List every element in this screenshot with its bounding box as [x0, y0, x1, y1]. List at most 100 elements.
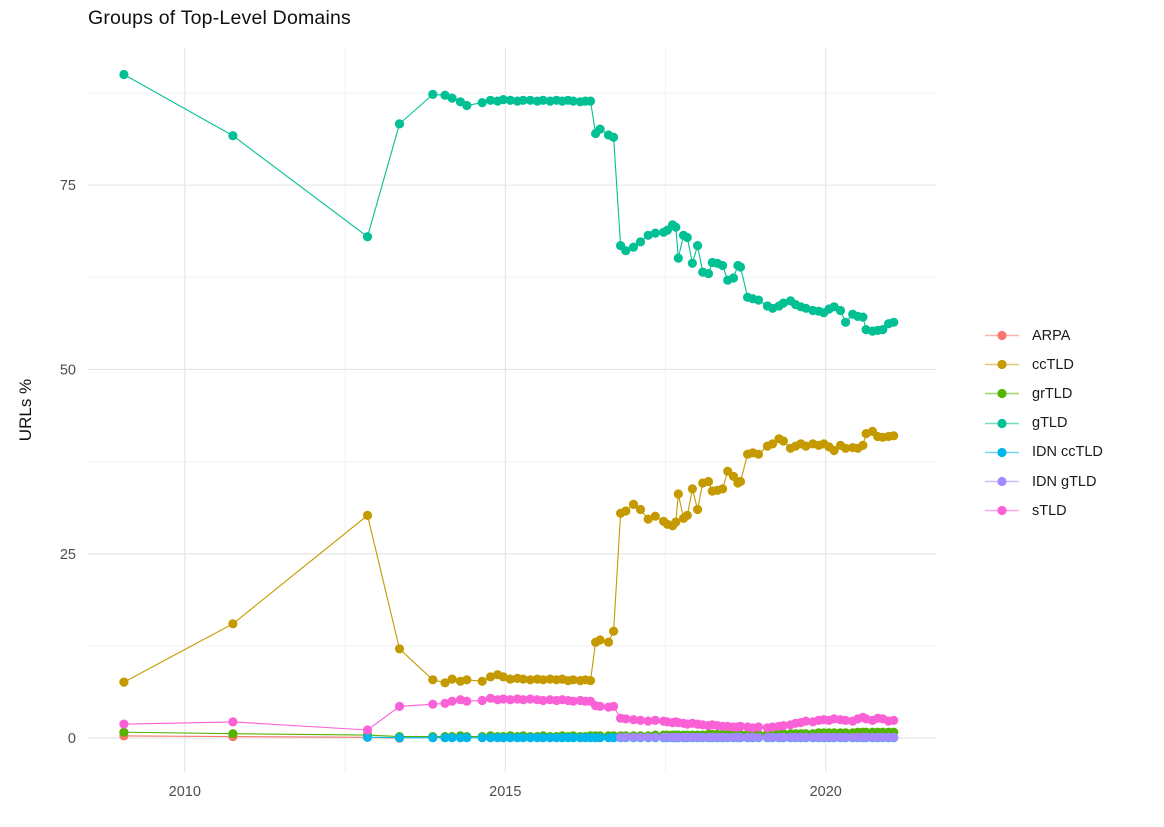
data-point	[703, 476, 714, 487]
series-gTLD	[119, 69, 899, 336]
data-point	[428, 699, 438, 709]
legend-key-dot	[997, 418, 1007, 428]
data-point	[440, 678, 450, 688]
data-point	[485, 95, 496, 105]
data-point	[585, 676, 596, 686]
data-point	[671, 517, 681, 527]
y-tick-label: 0	[68, 731, 76, 747]
data-point	[889, 715, 899, 726]
series-line	[123, 74, 894, 332]
data-point	[650, 511, 660, 521]
legend-key-icon	[985, 330, 1019, 341]
data-point	[525, 675, 535, 685]
y-tick-label: 50	[60, 362, 76, 378]
data-point	[498, 95, 508, 105]
data-point	[545, 733, 555, 743]
data-point	[518, 733, 528, 743]
data-point	[621, 506, 631, 516]
data-point	[428, 733, 438, 743]
y-axis-title: URLs %	[16, 378, 35, 442]
data-point	[462, 733, 472, 743]
data-point	[643, 732, 653, 742]
data-point	[477, 676, 487, 686]
data-point	[505, 733, 515, 743]
data-point	[568, 696, 578, 706]
data-point	[673, 489, 683, 499]
gridlines-minor	[88, 48, 936, 772]
data-point	[485, 672, 496, 682]
x-tick-label: 2010	[169, 784, 201, 800]
data-point	[841, 443, 851, 453]
data-point	[693, 504, 703, 515]
data-point	[603, 637, 614, 647]
data-point	[362, 725, 373, 735]
data-point	[835, 305, 846, 316]
data-point	[801, 716, 811, 726]
data-point	[682, 232, 692, 243]
legend-label: ccTLD	[1032, 356, 1074, 373]
legend-item-grTLD: grTLD	[984, 379, 1103, 408]
series-sTLD	[119, 693, 899, 735]
data-point	[650, 228, 660, 238]
gridlines-major	[88, 48, 936, 772]
legend-item-ARPA: ARPA	[984, 321, 1103, 350]
data-point	[878, 325, 888, 335]
x-tick-label: 2015	[489, 784, 521, 800]
data-point	[394, 644, 405, 654]
series-line	[123, 430, 894, 684]
data-point	[394, 701, 405, 712]
legend-key-icon	[985, 389, 1019, 399]
data-point	[119, 677, 129, 687]
data-point	[518, 674, 528, 684]
data-point	[753, 449, 764, 459]
data-point	[362, 510, 373, 520]
data-point	[518, 95, 528, 105]
chart-title: Groups of Top-Level Domains	[88, 7, 352, 29]
data-point	[671, 222, 681, 232]
data-point	[735, 721, 746, 731]
data-point	[801, 441, 811, 451]
data-point	[768, 732, 778, 742]
series-ccTLD	[119, 426, 899, 688]
data-point	[505, 95, 515, 105]
data-point	[687, 484, 698, 494]
data-point	[628, 715, 639, 725]
data-point	[498, 733, 508, 743]
data-point	[609, 626, 619, 636]
data-point	[650, 715, 660, 726]
data-point	[801, 303, 811, 313]
data-point	[440, 698, 450, 709]
data-point	[703, 269, 714, 279]
data-point	[628, 732, 639, 742]
data-point	[595, 635, 605, 645]
legend-item-IDN-ccTLD: IDN ccTLD	[984, 438, 1103, 467]
legend-key-icon	[985, 360, 1019, 370]
legend-item-IDN-gTLD: IDN gTLD	[984, 467, 1103, 496]
data-point	[841, 715, 851, 726]
data-point	[778, 721, 789, 731]
data-point	[440, 90, 450, 100]
data-point	[635, 732, 646, 742]
data-point	[635, 715, 646, 726]
data-point	[735, 476, 746, 487]
legend-key-dot	[997, 447, 1007, 457]
data-point	[568, 675, 578, 685]
data-point	[858, 312, 868, 322]
legend-label: gTLD	[1032, 415, 1068, 432]
legend-label: sTLD	[1032, 502, 1067, 519]
data-point	[595, 701, 605, 712]
legend-key-icon	[985, 476, 1019, 487]
data-point	[462, 100, 472, 111]
legend-key-dot	[997, 360, 1007, 370]
data-point	[440, 733, 450, 743]
legend-label: grTLD	[1032, 385, 1073, 402]
data-point	[538, 95, 548, 105]
data-point	[861, 732, 871, 742]
data-point	[693, 241, 703, 251]
y-tick-label: 25	[60, 547, 76, 563]
data-point	[673, 253, 683, 263]
legend-key-dot	[997, 389, 1007, 399]
data-point	[718, 484, 728, 494]
data-point	[687, 258, 698, 268]
